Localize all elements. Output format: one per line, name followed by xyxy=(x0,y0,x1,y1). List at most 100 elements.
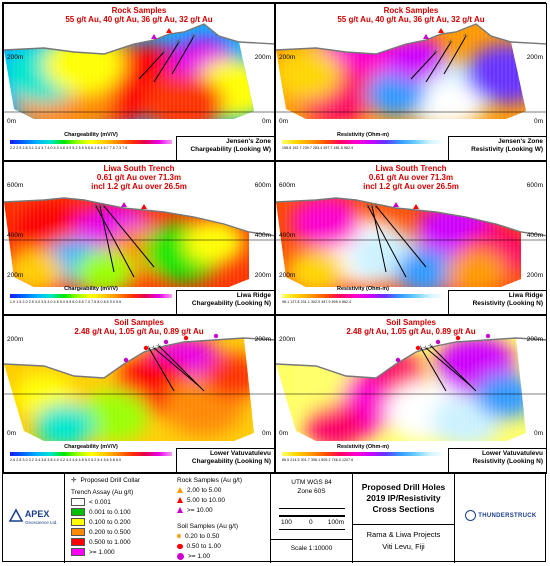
trench-legend-item: 0.001 to 0.100 xyxy=(71,508,171,518)
scale-ratio: Scale 1:10000 xyxy=(271,539,352,559)
drill-collar-icon: ✛ xyxy=(428,343,433,350)
rock-legend-label: 5.00 to 10.00 xyxy=(187,497,225,504)
elevation-label-bottom: 200m xyxy=(7,272,24,279)
colorbar-title: Resistivity (Ohm-m) xyxy=(337,444,389,450)
utm-zone: Zone 60S xyxy=(297,488,326,495)
soil-title: Soil Samples (Au g/t) xyxy=(177,523,239,530)
section-info-box: Lower Vatuvatulevu Resistivity (Looking N… xyxy=(448,448,546,472)
trench-legend-item: 0.100 to 0.200 xyxy=(71,518,171,528)
drill-collar-icon: ✛ xyxy=(93,203,98,210)
rock-sample-triangle xyxy=(423,34,429,39)
drill-trace xyxy=(375,205,427,268)
soil-sample-dot xyxy=(183,335,189,341)
brand-cell: THUNDERSTRUCK xyxy=(455,474,547,563)
elevation-label-top-right: 200m xyxy=(254,54,271,61)
colorbar-ticks: 1.0 1.5 2.0 2.5 3.0 3.5 4.0 4.5 5.0 5.5 … xyxy=(10,300,122,304)
rock-sample-triangle xyxy=(393,202,399,207)
elevation-label-top-right: 200m xyxy=(526,54,543,61)
project-location: Viti Levu, Fiji xyxy=(382,542,425,551)
drill-trace xyxy=(158,345,205,392)
drill-trace xyxy=(148,347,175,392)
sample-annotation: Liwa South Trench 0.61 g/t Au over 71.3m… xyxy=(91,164,187,191)
sample-annotation: Rock Samples 55 g/t Au, 40 g/t Au, 36 g/… xyxy=(65,6,213,24)
drill-trace xyxy=(371,205,387,273)
logo-sub: Geoscience Ltd. xyxy=(25,520,58,525)
elevation-label-top-right: 200m xyxy=(526,336,543,343)
colorbar-title: Chargeability (mV/V) xyxy=(64,286,118,292)
section-plot: ✛✛✛ xyxy=(276,23,546,119)
drill-trace xyxy=(425,347,472,387)
drill-collar-icon: ✛ xyxy=(369,203,374,210)
colorbar-title: Resistivity (Ohm-m) xyxy=(337,132,389,138)
trench-legend-label: 0.001 to 0.100 xyxy=(89,509,131,516)
drill-collar-icon: ✛ xyxy=(97,203,102,210)
elevation-label-bottom-right: 0m xyxy=(533,118,543,125)
section-liwa-chargeability: ✛ ✛ ✛ Liwa South Trench 0.61 g/t Au over 71… xyxy=(3,161,275,315)
section-type: Resistivity (Looking N) xyxy=(472,458,543,465)
elevation-label-top-right: 600m xyxy=(254,182,271,189)
map-title-1: Proposed Drill Holes xyxy=(361,482,446,492)
rock-triangle-icon xyxy=(177,487,183,494)
topography-line xyxy=(276,337,546,379)
trench-swatch xyxy=(71,508,85,517)
section-plot: ✛✛✛ xyxy=(4,197,274,287)
soil-legend-label: 0.20 to 0.50 xyxy=(185,533,220,540)
trench-legend-label: >= 1.000 xyxy=(89,549,115,556)
trench-legend-item: 0.200 to 0.500 xyxy=(71,528,171,538)
elevation-label-bottom-right: 0m xyxy=(533,430,543,437)
topography-line xyxy=(4,197,274,237)
colorbar-ticks: 158.8 192.7 239.7 283.4 397.7 481.5 582.… xyxy=(282,146,354,150)
rock-legend-label: >= 10.00 xyxy=(187,507,213,514)
soil-sample-dot xyxy=(455,335,461,341)
drill-collar-icon: ✛ xyxy=(151,345,156,352)
elevation-label-bottom-right: 200m xyxy=(526,272,543,279)
sample-annotation: Rock Samples 55 g/t Au, 40 g/t Au, 36 g/… xyxy=(337,6,485,24)
trench-swatch xyxy=(71,518,85,527)
elevation-label-bottom: 0m xyxy=(7,118,17,125)
rock-sample-triangle xyxy=(166,28,172,33)
section-name: Lower Vatuvatulevu xyxy=(209,450,271,457)
elevation-label-top-right: 600m xyxy=(526,182,543,189)
section-name: Liwa Ridge xyxy=(508,292,543,299)
drill-trace xyxy=(420,347,447,392)
drill-collar-icon: ✛ xyxy=(373,203,378,210)
utm-datum: UTM WGS 84 xyxy=(291,479,332,486)
soil-legend-item: 0.20 to 0.50 xyxy=(177,532,269,542)
rock-sample-triangle xyxy=(121,202,127,207)
elevation-label-top: 200m xyxy=(7,54,24,61)
topography-line xyxy=(276,197,546,237)
trench-swatch xyxy=(71,538,85,547)
soil-sample-dot xyxy=(395,357,401,363)
thunderstruck-logo: THUNDERSTRUCK xyxy=(459,510,543,521)
sample-annotation: Soil Samples 2.48 g/t Au, 1.05 g/t Au, 0… xyxy=(74,318,204,336)
soil-legend-item: 0.50 to 1.00 xyxy=(177,542,269,552)
section-info-box: Lower Vatuvatulevu Chargeability (Looking… xyxy=(176,448,274,472)
map-title-3: Cross Sections xyxy=(372,504,435,514)
drill-collar-icon: ✛ xyxy=(101,203,106,210)
topography-line xyxy=(4,337,274,379)
trench-legend-item: >= 1.000 xyxy=(71,548,171,558)
section-name: Jensen's Zone xyxy=(498,138,543,145)
section-plot: ✛✛✛ xyxy=(4,333,274,441)
brand-name: THUNDERSTRUCK xyxy=(478,512,537,519)
trench-legend-label: < 0.001 xyxy=(89,499,111,506)
map-legend: APEX Geoscience Ltd. ✛ Proposed Drill Col… xyxy=(3,473,547,563)
projection-cell: UTM WGS 84 Zone 60S 100 0 100m Scale 1:1… xyxy=(271,474,353,563)
trench-title: Trench Assay (Au g/t) xyxy=(71,489,134,496)
soil-sample-dot xyxy=(485,333,491,339)
section-plot: ✛✛✛ xyxy=(276,197,546,287)
drill-trace xyxy=(99,205,115,273)
elevation-label-top: 600m xyxy=(7,182,24,189)
colorbar xyxy=(282,452,444,456)
colorbar xyxy=(282,140,444,144)
elevation-label-mid: 400m xyxy=(279,232,296,239)
drill-trace xyxy=(430,345,477,392)
trench-list: < 0.001 0.001 to 0.100 0.100 to 0.200 0.200… xyxy=(71,498,171,558)
elevation-label-bottom: 200m xyxy=(279,272,296,279)
trench-swatch xyxy=(71,548,85,557)
trench-legend-label: 0.500 to 1.000 xyxy=(89,539,131,546)
drill-collar-icon: ✛ xyxy=(156,343,161,350)
soil-legend-label: 0.50 to 1.00 xyxy=(186,543,221,550)
elevation-label-bottom-right: 0m xyxy=(261,118,271,125)
